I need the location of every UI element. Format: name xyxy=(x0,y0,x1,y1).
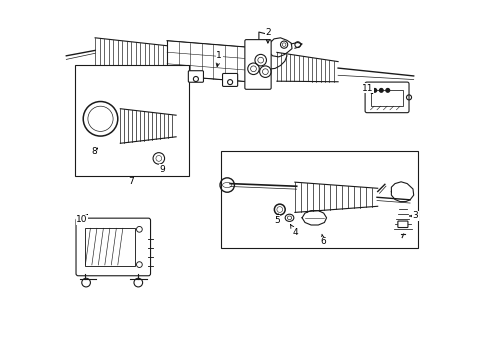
FancyBboxPatch shape xyxy=(188,71,203,82)
Circle shape xyxy=(372,89,376,92)
Text: 10: 10 xyxy=(76,215,87,224)
Text: 3: 3 xyxy=(408,211,418,220)
Text: 1: 1 xyxy=(216,51,222,67)
Text: 7: 7 xyxy=(128,177,134,186)
Bar xyxy=(84,228,135,266)
FancyBboxPatch shape xyxy=(365,82,408,113)
Text: 5: 5 xyxy=(273,214,279,225)
Text: 4: 4 xyxy=(290,225,297,237)
FancyBboxPatch shape xyxy=(76,218,150,276)
Bar xyxy=(221,151,418,248)
Bar xyxy=(75,65,189,176)
Text: 11: 11 xyxy=(362,84,373,94)
Text: 2: 2 xyxy=(264,28,270,43)
FancyBboxPatch shape xyxy=(397,221,407,228)
Circle shape xyxy=(379,89,382,92)
Text: 8: 8 xyxy=(91,148,97,156)
FancyBboxPatch shape xyxy=(222,73,237,86)
Text: 6: 6 xyxy=(320,234,326,246)
Text: 9: 9 xyxy=(159,165,165,174)
Bar xyxy=(370,90,402,106)
Circle shape xyxy=(385,89,389,92)
FancyBboxPatch shape xyxy=(244,40,270,89)
